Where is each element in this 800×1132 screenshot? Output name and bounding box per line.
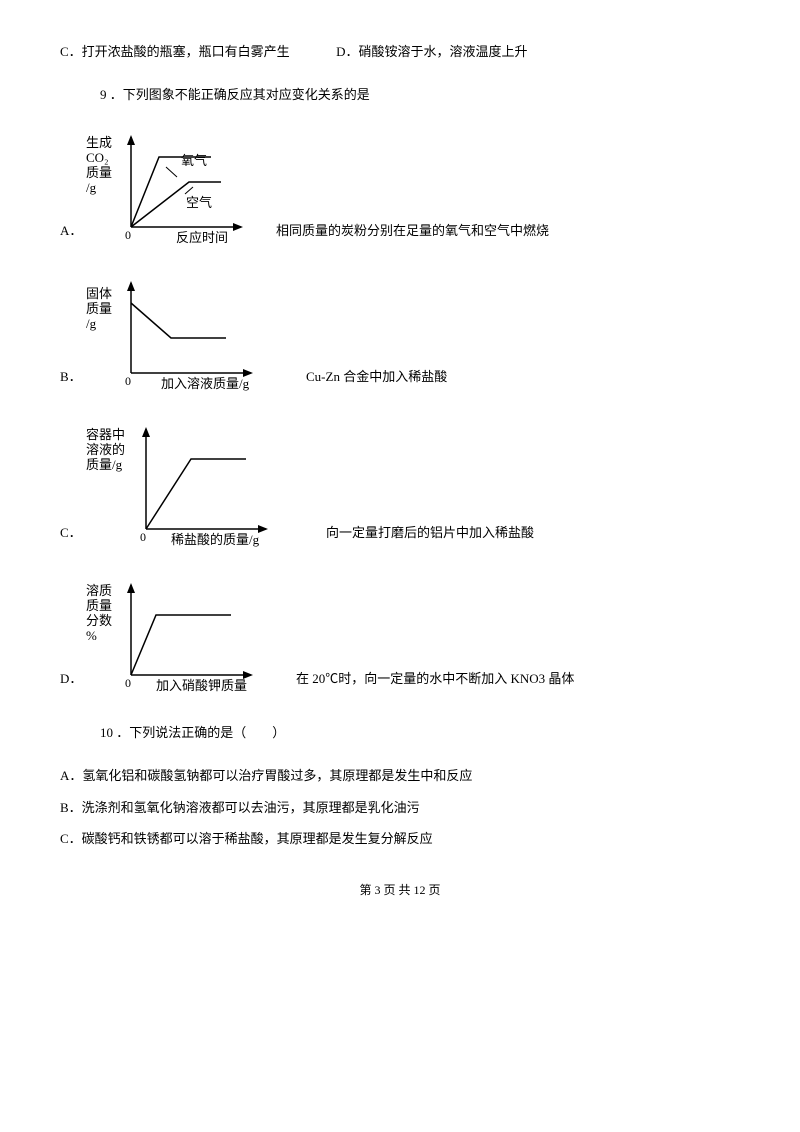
q9-choice-c: C． 0 稀盐酸的质量/g 容器中 溶液的 质量/g 向一定量打磨后的铝片中加入… xyxy=(60,419,740,549)
svg-text:/g: /g xyxy=(86,180,97,195)
chart-b: 0 加入溶液质量/g 固体 质量 /g xyxy=(86,273,286,393)
series-label-oxygen: 氧气 xyxy=(181,153,207,168)
page-footer: 第 3 页 共 12 页 xyxy=(60,880,740,902)
svg-text:%: % xyxy=(86,628,97,643)
chart-d: 0 加入硝酸钾质量 溶质 质量 分数 % xyxy=(86,575,276,695)
svg-text:分数: 分数 xyxy=(86,613,112,628)
svg-text:固体: 固体 xyxy=(86,286,112,301)
q9-choice-d: D． 0 加入硝酸钾质量 溶质 质量 分数 % 在 20℃时，向一定量的水中不断… xyxy=(60,575,740,695)
svg-text:生成: 生成 xyxy=(86,135,112,150)
option-c: C．打开浓盐酸的瓶塞，瓶口有白雾产生 xyxy=(60,44,290,59)
svg-text:CO₂: CO₂ xyxy=(86,150,109,165)
choice-c-desc: 向一定量打磨后的铝片中加入稀盐酸 xyxy=(306,521,534,548)
svg-text:质量: 质量 xyxy=(86,301,112,316)
svg-text:容器中: 容器中 xyxy=(86,427,125,442)
svg-text:0: 0 xyxy=(140,530,146,544)
svg-text:0: 0 xyxy=(125,676,131,690)
q9-choice-a: A． 氧气 空气 0 反应时间 生成 CO₂ 质量 xyxy=(60,127,740,247)
series-label-air: 空气 xyxy=(186,195,212,210)
choice-b-desc: Cu-Zn 合金中加入稀盐酸 xyxy=(286,365,447,392)
chart-c: 0 稀盐酸的质量/g 容器中 溶液的 质量/g xyxy=(86,419,306,549)
q10-choice-b: B．洗涤剂和氢氧化钠溶液都可以去油污，其原理都是乳化油污 xyxy=(60,796,740,819)
choice-d-label: D． xyxy=(60,667,86,694)
choice-a-desc: 相同质量的炭粉分别在足量的氧气和空气中燃烧 xyxy=(256,219,549,246)
x-axis-label-a: 反应时间 xyxy=(176,230,228,245)
top-options: C．打开浓盐酸的瓶塞，瓶口有白雾产生 D．硝酸铵溶于水，溶液温度上升 xyxy=(60,40,740,63)
question-9-stem: 9 ．下列图象不能正确反应其对应变化关系的是 xyxy=(60,83,740,106)
svg-text:溶液的: 溶液的 xyxy=(86,442,125,457)
question-10-stem: 10 ．下列说法正确的是（ ） xyxy=(60,721,740,744)
chart-a: 氧气 空气 0 反应时间 生成 CO₂ 质量 /g xyxy=(86,127,256,247)
x-axis-label-d: 加入硝酸钾质量 xyxy=(156,678,247,693)
svg-text:0: 0 xyxy=(125,228,131,242)
x-axis-label-b: 加入溶液质量/g xyxy=(161,376,250,391)
choice-b-label: B． xyxy=(60,365,86,392)
choice-d-desc: 在 20℃时，向一定量的水中不断加入 KNO3 晶体 xyxy=(276,667,574,694)
svg-text:质量/g: 质量/g xyxy=(86,457,123,472)
q10-choice-c: C．碳酸钙和铁锈都可以溶于稀盐酸，其原理都是发生复分解反应 xyxy=(60,827,740,850)
svg-text:质量: 质量 xyxy=(86,598,112,613)
option-d: D．硝酸铵溶于水，溶液温度上升 xyxy=(336,44,527,59)
svg-text:质量: 质量 xyxy=(86,165,112,180)
choice-a-label: A． xyxy=(60,219,86,246)
x-axis-label-c: 稀盐酸的质量/g xyxy=(171,532,260,547)
choice-c-label: C． xyxy=(60,521,86,548)
svg-text:0: 0 xyxy=(125,374,131,388)
q9-choice-b: B． 0 加入溶液质量/g 固体 质量 /g Cu-Zn 合金中加入稀盐酸 xyxy=(60,273,740,393)
q10-choice-a: A．氢氧化铝和碳酸氢钠都可以治疗胃酸过多，其原理都是发生中和反应 xyxy=(60,764,740,787)
svg-text:溶质: 溶质 xyxy=(86,583,112,598)
svg-text:/g: /g xyxy=(86,316,97,331)
